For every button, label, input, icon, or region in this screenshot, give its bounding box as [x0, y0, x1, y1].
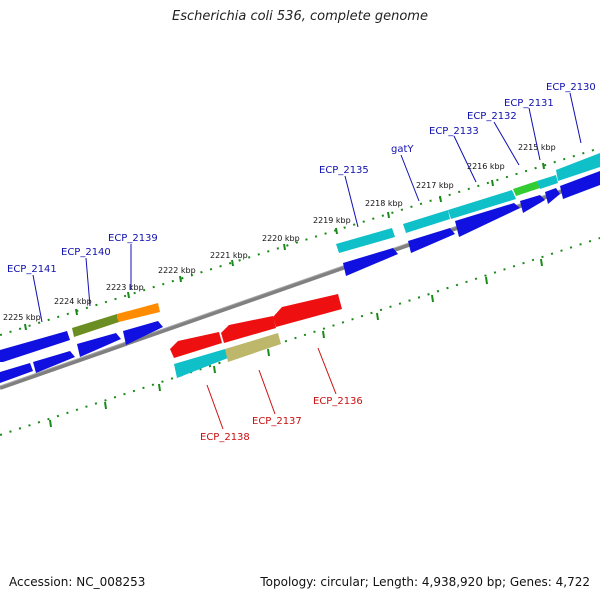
gene-block-ecp2140[interactable]: [72, 314, 119, 337]
gene-label-ecp2140[interactable]: ECP_2140: [61, 247, 111, 258]
cds-arrow[interactable]: [0, 363, 33, 383]
map-title: Escherichia coli 536, complete genome: [172, 9, 428, 24]
gene-block-ecp2133[interactable]: [448, 190, 516, 219]
cds-arrow[interactable]: [33, 351, 75, 373]
cds-arrow[interactable]: [343, 248, 398, 276]
gene-label-ecp2138[interactable]: ECP_2138: [200, 432, 250, 443]
cds-arrow[interactable]: [77, 333, 121, 357]
gene-label-ecp2131[interactable]: ECP_2131: [504, 98, 554, 109]
cds-arrow[interactable]: [560, 171, 600, 199]
gene-block-ecp2139[interactable]: [117, 303, 160, 322]
gene-label-ecp2133[interactable]: ECP_2133: [429, 126, 479, 137]
gene-label-ecp2139[interactable]: ECP_2139: [108, 233, 158, 244]
gene-label-ecp2137[interactable]: ECP_2137: [252, 416, 302, 427]
cds-reverse[interactable]: [273, 294, 342, 327]
tick-label: 2225 kbp: [3, 313, 41, 322]
cds-arrow[interactable]: [520, 195, 545, 213]
gene-label-ecp2132[interactable]: ECP_2132: [467, 111, 517, 122]
cds-arrow[interactable]: [0, 331, 70, 362]
tick-label: 2221 kbp: [210, 251, 248, 260]
tick-ring-inner: [0, 237, 600, 436]
gene-block-ecp2130[interactable]: [556, 153, 600, 181]
gene-label-ecp2135[interactable]: ECP_2135: [319, 165, 369, 176]
tick-label: 2217 kbp: [416, 181, 454, 190]
gene-block-ecp2138[interactable]: [174, 349, 228, 378]
gene-block-ecp2135[interactable]: [336, 228, 395, 253]
gene-features-reverse: [170, 294, 342, 378]
tick-label: 2220 kbp: [262, 234, 300, 243]
gene-block-ecp2137[interactable]: [225, 333, 281, 362]
tick-label: 2219 kbp: [313, 216, 351, 225]
tick-label: 2224 kbp: [54, 297, 92, 306]
cds-arrow[interactable]: [455, 203, 520, 237]
gene-label-ecp2136[interactable]: ECP_2136: [313, 396, 363, 407]
genome-summary: Topology: circular; Length: 4,938,920 bp…: [260, 575, 590, 589]
cds-arrow[interactable]: [545, 188, 560, 204]
gene-label-ecp2141[interactable]: ECP_2141: [7, 264, 57, 275]
gene-block-gaty[interactable]: [403, 210, 450, 233]
tick-label: 2223 kbp: [106, 283, 144, 292]
cds-reverse[interactable]: [170, 332, 222, 358]
gene-label-gaty[interactable]: gatY: [391, 144, 414, 155]
accession-label: Accession: NC_008253: [9, 575, 146, 589]
cds-arrow[interactable]: [123, 321, 163, 345]
gene-block-ecp2132[interactable]: [513, 181, 540, 196]
gene-features-outer: [72, 153, 600, 337]
gene-block-ecp2131[interactable]: [537, 175, 558, 189]
forward-leaders: [32, 92, 582, 323]
tick-label: 2216 kbp: [467, 162, 505, 171]
cds-reverse[interactable]: [221, 316, 276, 343]
tick-label: 2222 kbp: [158, 266, 196, 275]
reverse-leaders: [206, 347, 337, 430]
cds-outer: [0, 171, 600, 383]
tick-label: 2218 kbp: [365, 199, 403, 208]
gene-label-ecp2130[interactable]: ECP_2130: [546, 82, 596, 93]
major-ticks-inner: [49, 258, 543, 428]
cds-arrow[interactable]: [408, 228, 455, 253]
major-ticks-outer: [24, 162, 545, 331]
